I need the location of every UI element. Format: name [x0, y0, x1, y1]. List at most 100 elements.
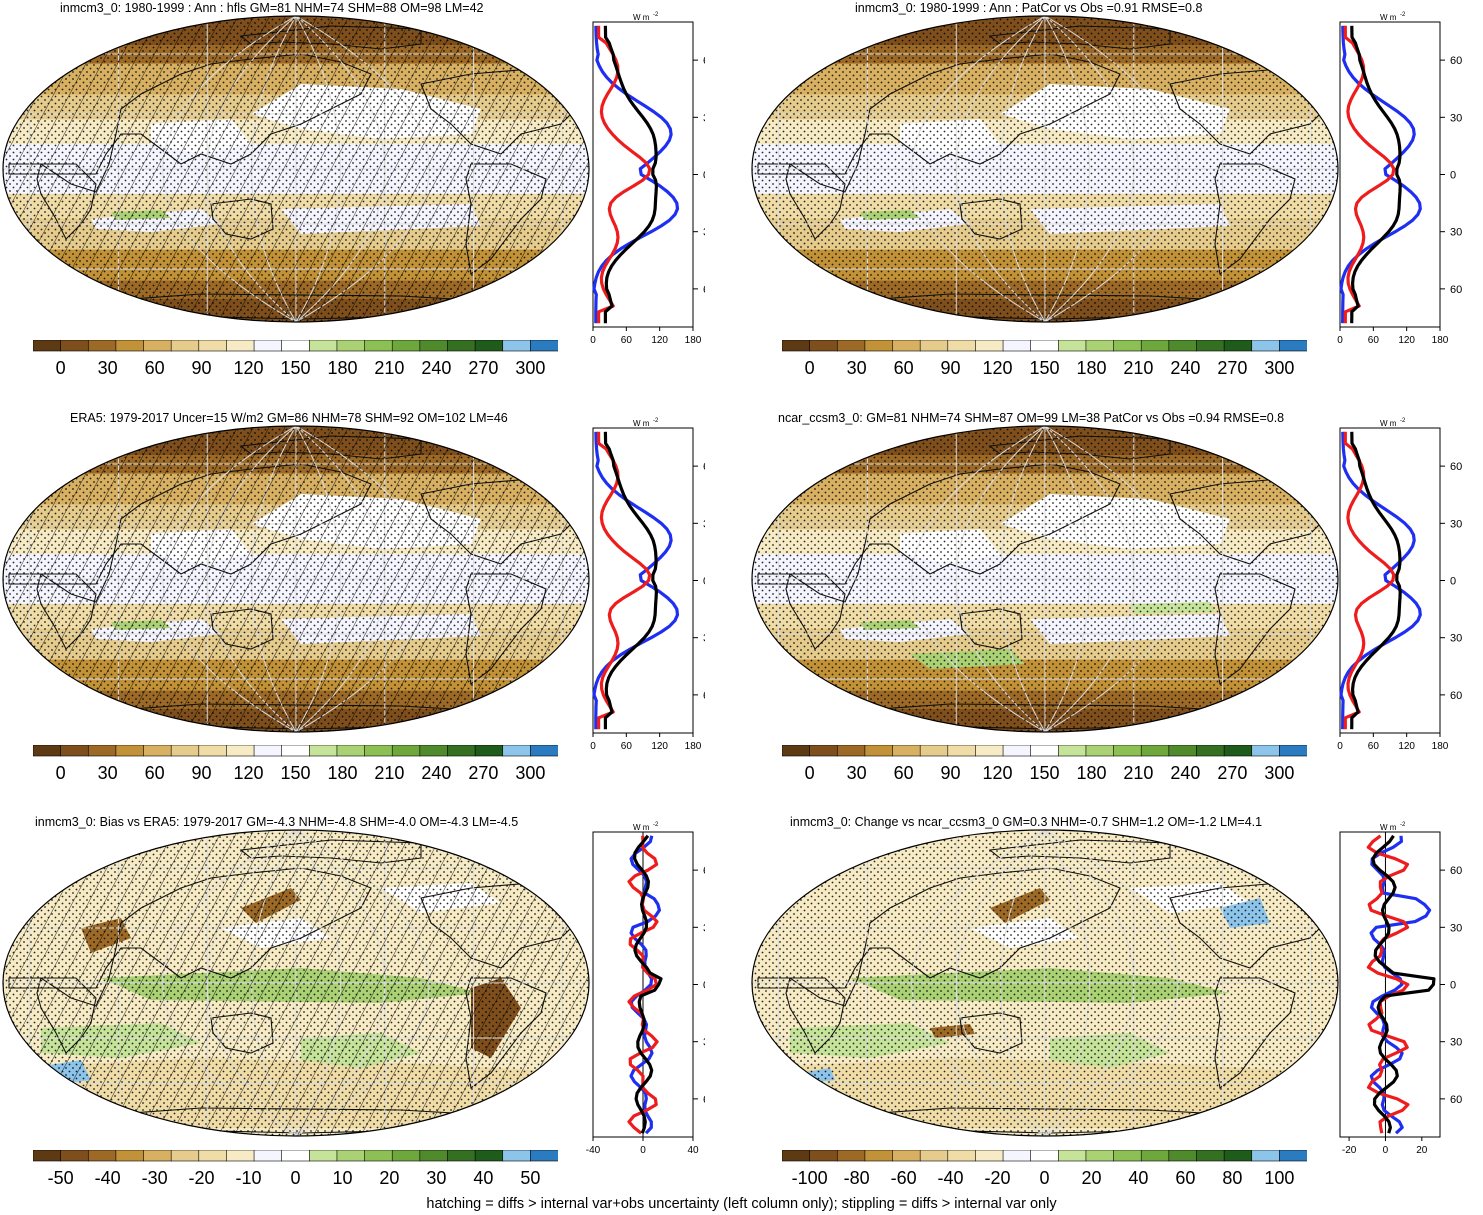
- map-field: [3, 16, 589, 322]
- colorbar-swatch: [864, 1150, 894, 1162]
- profile-ytick: 30N: [703, 112, 705, 124]
- profile-ytick: 60N: [703, 461, 705, 473]
- profile-ytick: 60S: [1450, 284, 1462, 296]
- colorbar-label: 0: [290, 1168, 301, 1188]
- colorbar-swatch: [309, 745, 338, 757]
- colorbar-2: 0 30 60 90 120 150 180 210 240 270 300: [782, 340, 1307, 382]
- profile-ytick: 60S: [703, 1094, 705, 1106]
- profile-line: [592, 25, 680, 324]
- colorbar-swatch: [474, 340, 504, 352]
- colorbar-swatch: [87, 1150, 117, 1162]
- colorbar-swatch: [1002, 1150, 1032, 1162]
- colorbar-label: -60: [890, 1168, 917, 1188]
- colorbar-label: 0: [804, 358, 815, 378]
- colorbar-swatch: [530, 745, 558, 757]
- colorbar-swatch: [1196, 340, 1225, 352]
- colorbar-swatch: [391, 340, 421, 352]
- map-panel-4: [750, 424, 1340, 734]
- colorbar-label: 30: [97, 358, 118, 378]
- colorbar-label: 90: [940, 358, 961, 378]
- colorbar-label: 270: [468, 763, 499, 783]
- profile-line: [1343, 25, 1396, 324]
- panel-title: inmcm3_0: Bias vs ERA5: 1979-2017 GM=-4.…: [35, 815, 519, 829]
- colorbar-6: -100 -80 -60 -40 -20 0 20 40 60 80 100: [782, 1150, 1307, 1192]
- colorbar-swatch: [1196, 745, 1225, 757]
- profile-line: [592, 431, 680, 730]
- profile-xtick: 0: [1337, 335, 1343, 346]
- colorbar-swatch: [1279, 1150, 1307, 1162]
- colorbar-swatch: [947, 1150, 977, 1162]
- colorbar-swatch: [1279, 340, 1307, 352]
- colorbar-label: 240: [421, 358, 452, 378]
- colorbar-swatch: [892, 1150, 921, 1162]
- profile-line: [1339, 431, 1422, 730]
- colorbar-label: 120: [982, 358, 1013, 378]
- colorbar-label: 90: [191, 358, 212, 378]
- profile-xtick: 120: [651, 741, 668, 752]
- map-field: [752, 830, 1338, 1136]
- zonal-profile-3: W m-2 60N 30N 0 30S 60S 0 60 120 180: [585, 416, 705, 756]
- map-panel-3: [1, 424, 591, 734]
- profile-line: [1350, 431, 1402, 730]
- colorbar-label: 150: [1029, 763, 1060, 783]
- colorbar-3: 0 30 60 90 120 150 180 210 240 270 300: [33, 745, 558, 787]
- profile-ytick: 60N: [1450, 461, 1462, 473]
- colorbar-swatch: [782, 1150, 811, 1162]
- colorbar-swatch: [198, 745, 228, 757]
- colorbar-swatch: [1251, 1150, 1280, 1162]
- colorbar-swatch: [864, 340, 894, 352]
- colorbar-label: -40: [937, 1168, 964, 1188]
- profile-unit: W m: [1380, 13, 1397, 22]
- map-field: [752, 16, 1338, 322]
- colorbar-swatch: [502, 745, 531, 757]
- colorbar-swatch: [809, 340, 838, 352]
- colorbar-5: -50 -40 -30 -20 -10 0 10 20 30 40 50: [33, 1150, 558, 1192]
- profile-unit: W m: [1380, 419, 1397, 428]
- colorbar-swatch: [33, 340, 62, 352]
- colorbar-label: 60: [893, 763, 914, 783]
- profile-ytick: 30S: [703, 633, 705, 645]
- profile-line: [1339, 25, 1422, 324]
- colorbar-swatch: [502, 340, 531, 352]
- colorbar-swatch: [33, 745, 62, 757]
- profile-ytick: 60S: [1450, 1094, 1462, 1106]
- colorbar-label: 120: [233, 358, 264, 378]
- colorbar-swatch: [1030, 1150, 1059, 1162]
- profile-line: [632, 834, 663, 1134]
- profile-ytick: 60N: [1450, 55, 1462, 67]
- colorbar-swatch: [1030, 745, 1059, 757]
- colorbar-swatch: [782, 745, 811, 757]
- profile-ytick: 30N: [1450, 518, 1462, 530]
- profile-line: [597, 25, 652, 324]
- colorbar-swatch: [336, 1150, 366, 1162]
- profile-ytick: 30S: [1450, 227, 1462, 239]
- colorbar-swatch: [60, 745, 89, 757]
- profile-ytick: 60S: [703, 284, 705, 296]
- colorbar-label: 10: [332, 1168, 353, 1188]
- colorbar-label: 270: [468, 358, 499, 378]
- colorbar-label: 150: [280, 763, 311, 783]
- colorbar-swatch: [1168, 340, 1198, 352]
- colorbar-label: 20: [379, 1168, 400, 1188]
- colorbar-swatch: [864, 745, 894, 757]
- colorbar-label: 50: [520, 1168, 541, 1188]
- colorbar-swatch: [253, 340, 283, 352]
- profile-ytick: 30S: [703, 1037, 705, 1049]
- profile-ytick: 0: [703, 170, 705, 182]
- profile-ytick: 30S: [1450, 633, 1462, 645]
- profile-line: [1350, 25, 1402, 324]
- svg-text:-2: -2: [653, 822, 659, 828]
- colorbar-label: 90: [940, 763, 961, 783]
- colorbar-swatch: [1058, 745, 1087, 757]
- colorbar-swatch: [364, 340, 393, 352]
- colorbar-swatch: [1058, 340, 1087, 352]
- colorbar-swatch: [419, 745, 449, 757]
- colorbar-label: 30: [846, 763, 867, 783]
- profile-ytick: 60N: [703, 55, 705, 67]
- colorbar-swatch: [1140, 745, 1170, 757]
- colorbar-swatch: [281, 1150, 310, 1162]
- colorbar-label: 300: [515, 358, 546, 378]
- colorbar-label: 300: [515, 763, 546, 783]
- colorbar-swatch: [170, 340, 200, 352]
- map-field: [3, 830, 589, 1136]
